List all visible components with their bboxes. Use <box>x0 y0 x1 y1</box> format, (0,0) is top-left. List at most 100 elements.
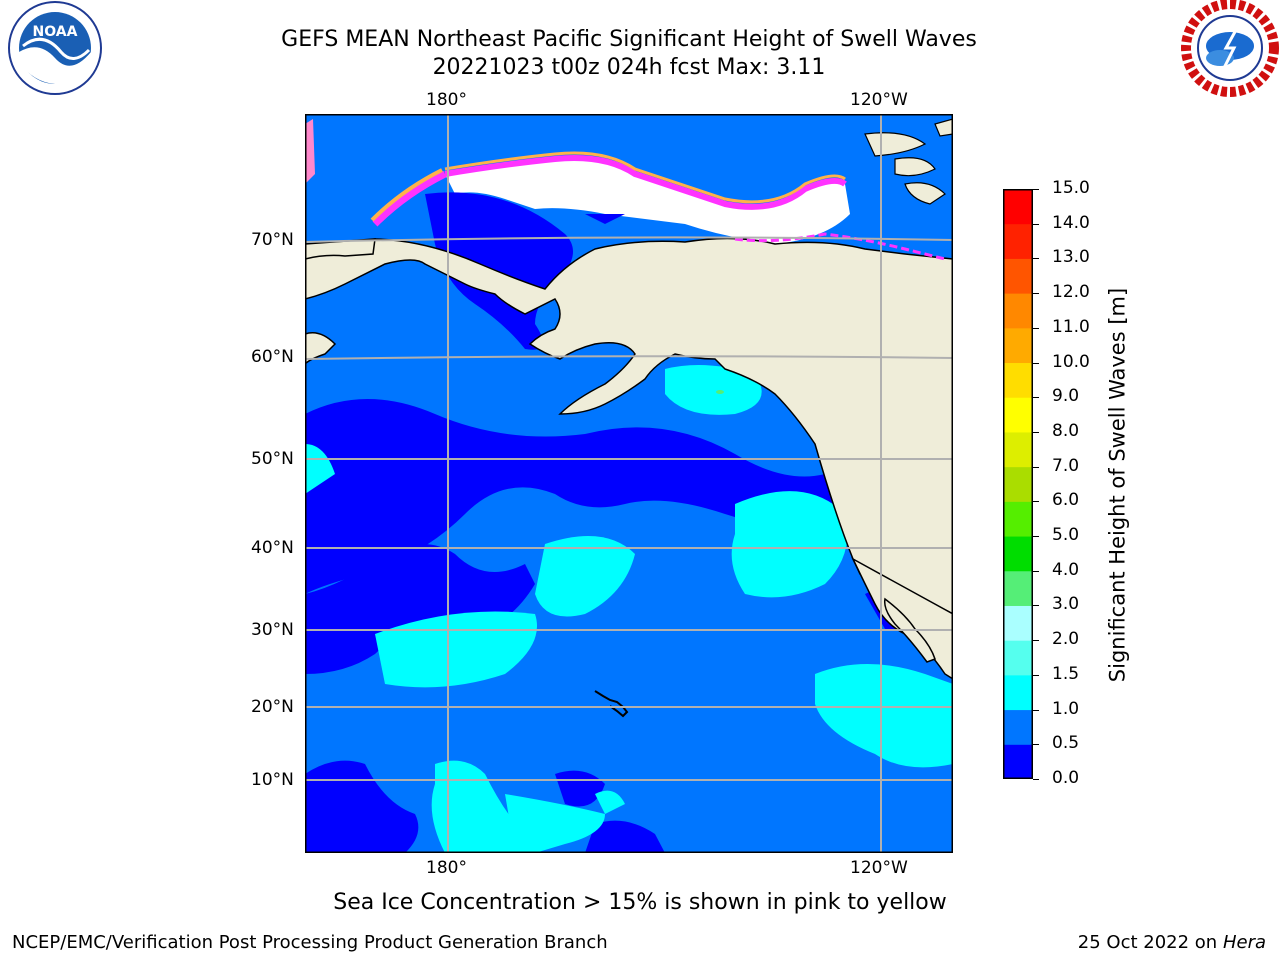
colorbar-tick <box>1033 466 1039 468</box>
colorbar-segment <box>1003 293 1033 329</box>
lat-label-30n: 30°N <box>251 620 294 640</box>
swell-patch-west <box>305 444 335 494</box>
colorbar-segment <box>1003 536 1033 572</box>
colorbar-tick <box>1033 327 1039 329</box>
sea-ice-edge-north <box>444 155 847 210</box>
colorbar-segment <box>1003 362 1033 398</box>
colorbar-segment <box>1003 466 1033 502</box>
colorbar-tick-label: 4.0 <box>1052 559 1080 580</box>
beaufort-low <box>585 214 625 224</box>
map-panel <box>304 114 954 853</box>
colorbar-segment <box>1003 605 1033 641</box>
colorbar-tick <box>1033 362 1039 364</box>
lat-label-20n: 20°N <box>251 697 294 717</box>
low-swell-north <box>305 399 845 594</box>
footer-credit: NCEP/EMC/Verification Post Processing Pr… <box>12 932 608 953</box>
colorbar-tick <box>1033 536 1039 538</box>
lat-label-50n: 50°N <box>251 449 294 469</box>
colorbar-segment <box>1003 327 1033 364</box>
colorbar-border <box>1003 189 1033 779</box>
swell-patch-4 <box>815 664 953 768</box>
colorbar-svg <box>1003 189 1033 780</box>
colorbar-tick-label: 11.0 <box>1052 316 1090 337</box>
swell-patch-5 <box>431 760 535 853</box>
colorbar-segment <box>1003 674 1033 711</box>
sea-ice-edge-west <box>372 170 447 227</box>
colorbar-tick <box>1033 640 1039 642</box>
colorbar-segment <box>1003 223 1033 259</box>
colorbar-tick-label: 1.5 <box>1052 663 1080 684</box>
arctic-island-2 <box>894 157 936 177</box>
colorbar-segment <box>1003 640 1033 676</box>
lat-label-40n: 40°N <box>251 538 294 558</box>
colorbar-tick-label: 15.0 <box>1052 178 1090 198</box>
colorbar-tick <box>1033 189 1039 190</box>
colorbar-segment <box>1003 501 1033 537</box>
footer-date: 25 Oct 2022 on Hera <box>1078 932 1266 953</box>
colorbar <box>1003 189 1033 780</box>
nws-logo <box>1180 0 1280 100</box>
colorbar-tick <box>1033 223 1039 225</box>
sea-ice-edge-far-west <box>305 119 315 184</box>
colorbar-tick <box>1033 293 1039 295</box>
colorbar-tick-label: 6.0 <box>1052 490 1080 511</box>
low-swell-sw <box>305 760 419 853</box>
colorbar-tick <box>1033 501 1039 503</box>
chart-subtitle: 20221023 t00z 024h fcst Max: 3.11 <box>432 55 826 80</box>
colorbar-segment <box>1003 397 1033 433</box>
coastal-ice-edge <box>734 232 946 261</box>
colorbar-segment <box>1003 431 1033 468</box>
swell-patch-3 <box>731 491 848 598</box>
lon-label-top-120w: 120°W <box>850 90 908 110</box>
sea-ice-edge-outer <box>444 151 846 204</box>
colorbar-tick-label: 13.0 <box>1052 247 1090 268</box>
lon-label-bottom-180: 180° <box>426 858 467 878</box>
map-svg <box>304 114 954 853</box>
sea-ice-caption: Sea Ice Concentration > 15% is shown in … <box>333 890 947 915</box>
colorbar-tick-label: 1.0 <box>1052 698 1080 719</box>
kamchatka-tip <box>304 332 337 366</box>
colorbar-segment <box>1003 744 1033 780</box>
colorbar-tick <box>1033 779 1039 780</box>
colorbar-tick-label: 7.0 <box>1052 455 1080 476</box>
colorbar-tick <box>1033 570 1039 572</box>
chukchi-bering-low <box>425 192 573 350</box>
colorbar-tick-label: 9.0 <box>1052 386 1080 407</box>
lon-label-bottom-120w: 120°W <box>850 858 908 878</box>
colorbar-tick-label: 8.0 <box>1052 420 1080 441</box>
colorbar-tick <box>1033 674 1039 676</box>
colorbar-tick-label: 10.0 <box>1052 351 1090 372</box>
colorbar-title: Significant Height of Swell Waves [m] <box>1105 287 1130 683</box>
low-swell-west <box>305 544 535 674</box>
colorbar-tick-label: 3.0 <box>1052 594 1080 615</box>
graticule <box>304 114 954 853</box>
noaa-logo: NOAA <box>3 0 103 100</box>
lon-label-top-180: 180° <box>426 90 467 110</box>
sea-ice-edge-west-outer <box>370 168 443 222</box>
chart-title: GEFS MEAN Northeast Pacific Significant … <box>281 27 977 52</box>
colorbar-tick <box>1033 397 1039 399</box>
swell-patch-7 <box>595 790 625 814</box>
lat-label-10n: 10°N <box>251 770 294 790</box>
colorbar-segment <box>1003 189 1033 225</box>
swell-patch-gulf <box>665 365 762 415</box>
map-border <box>305 114 953 853</box>
colorbar-tick-label: 14.0 <box>1052 212 1090 233</box>
footer-machine: Hera <box>1222 932 1266 953</box>
low-swell-south <box>585 820 665 853</box>
lat-label-70n: 70°N <box>251 230 294 250</box>
swell-patch-2 <box>535 536 635 617</box>
colorbar-segment <box>1003 570 1033 606</box>
chukotka-land <box>304 238 376 260</box>
colorbar-segment <box>1003 709 1033 745</box>
colorbar-tick <box>1033 605 1039 607</box>
colorbar-tick-label: 5.0 <box>1052 525 1080 546</box>
colorbar-tick <box>1033 744 1039 746</box>
swell-max-patch <box>716 390 724 394</box>
colorbar-tick-label: 0.5 <box>1052 733 1080 754</box>
colorbar-segment <box>1003 258 1033 294</box>
colorbar-tick-label: 12.0 <box>1052 282 1090 303</box>
swell-patch-6 <box>505 794 605 853</box>
lat-label-60n: 60°N <box>251 347 294 367</box>
footer-date-text: 25 Oct 2022 on <box>1077 932 1223 953</box>
